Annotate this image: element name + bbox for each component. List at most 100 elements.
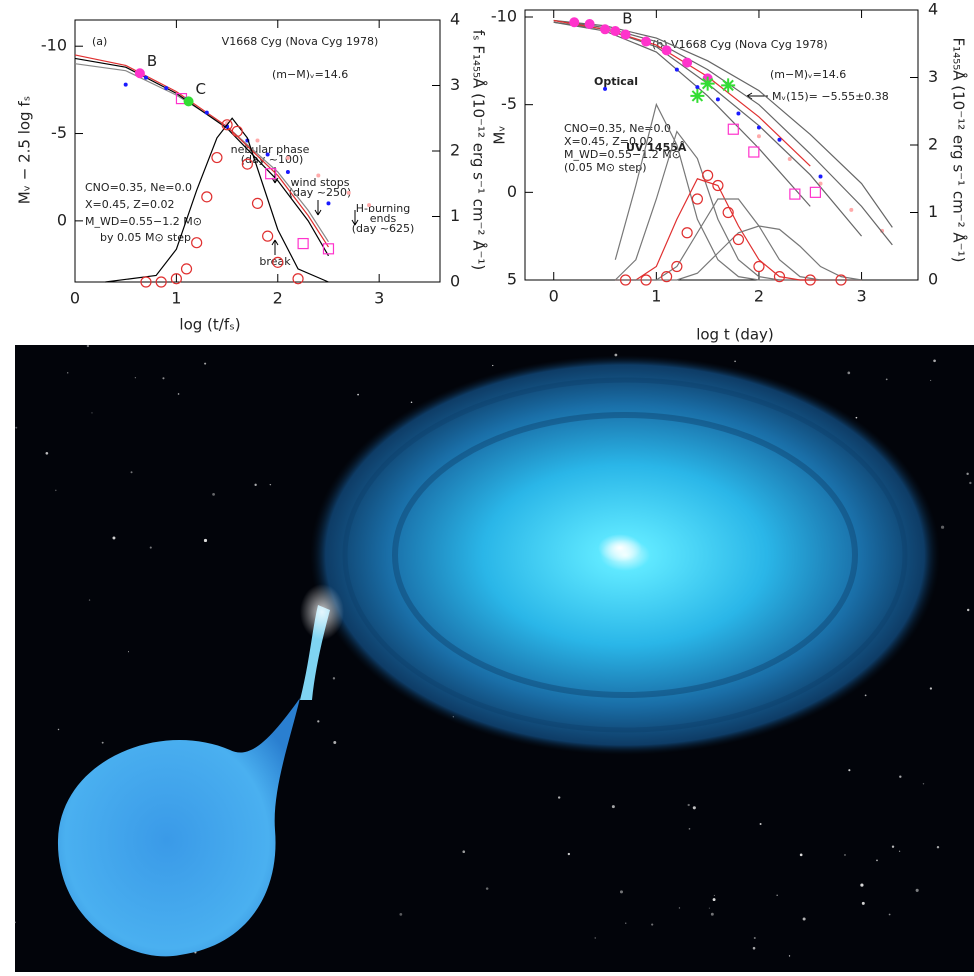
star-dot: [333, 741, 337, 744]
star-dot: [15, 426, 18, 429]
annotation: M_WD=0.55−1.2 M⊙: [564, 148, 681, 161]
annotation: Optical: [594, 75, 638, 88]
star-dot: [861, 901, 865, 905]
star-dot: [619, 890, 623, 894]
y2-axis-label: F₁₄₅₅Å (10⁻¹² erg s⁻¹ cm⁻² Å⁻¹): [950, 38, 969, 263]
data-dot: [204, 110, 209, 115]
y2-tick-label: 3: [450, 75, 460, 94]
artist-illustration: [14, 344, 974, 972]
data-square: [265, 168, 277, 180]
y2-tick-label: 2: [928, 135, 938, 154]
star-dot: [128, 651, 130, 653]
star-dot: [776, 894, 778, 896]
star-dot: [966, 472, 969, 476]
star-dot: [134, 377, 136, 379]
data-circle: [671, 260, 683, 273]
y-tick-label: -5: [501, 94, 517, 113]
data-circle: [773, 271, 786, 283]
star-dot: [799, 853, 803, 857]
data-point: [610, 26, 621, 37]
x-tick-label: 3: [374, 289, 384, 308]
star-dot: [713, 894, 715, 896]
data-circle: [211, 151, 223, 164]
star-dot: [55, 489, 57, 492]
star-dot: [708, 907, 710, 909]
data-circle: [251, 197, 264, 209]
data-dot: [285, 169, 290, 174]
model-curve: [615, 225, 862, 281]
x-tick-label: 2: [754, 287, 764, 306]
star-dot: [752, 946, 756, 950]
model-curve: [105, 117, 329, 283]
data-dot: [756, 134, 761, 139]
y2-tick-label: 1: [450, 206, 460, 225]
star-dot: [269, 483, 272, 486]
donor-star: [57, 698, 300, 957]
data-circle: [691, 193, 703, 205]
data-dot: [777, 137, 782, 142]
x-tick-label: 2: [273, 289, 283, 308]
annotation: (m−M)ᵥ=14.6: [770, 68, 846, 81]
hot-spot: [300, 584, 344, 640]
model-curve: [553, 21, 811, 207]
star-dot: [844, 854, 846, 856]
star-dot: [357, 393, 359, 396]
data-dot: [787, 157, 792, 162]
data-dot: [143, 75, 148, 80]
star-dot: [112, 536, 116, 540]
data-point: [661, 45, 672, 56]
disk-ring: [392, 412, 858, 698]
annotation: Mᵥ(15)= −5.55±0.38: [772, 90, 889, 103]
annotation: X=0.45, Z=0.02: [85, 198, 174, 211]
star-dot: [687, 803, 690, 807]
data-square: [809, 186, 821, 198]
data-point: [600, 24, 611, 35]
white-dwarf-glow: [598, 534, 642, 562]
data-dot: [756, 125, 761, 130]
data-square: [727, 123, 739, 135]
data-circle: [262, 230, 274, 242]
star-dot: [788, 955, 791, 957]
data-dot: [285, 155, 290, 160]
annotation: wind stops: [291, 176, 350, 189]
annotation: V1668 Cyg (Nova Cyg 1978): [222, 35, 379, 48]
data-circle: [640, 274, 652, 286]
annotation: CNO=0.35, Ne=0.0: [85, 181, 192, 194]
star-dot: [847, 371, 851, 375]
star-dot: [317, 720, 320, 723]
star-dot: [177, 393, 180, 395]
star-dot: [876, 859, 878, 862]
star-dot: [14, 921, 16, 924]
star-dot: [651, 923, 654, 926]
x-axis-label: log (t/fₛ): [179, 316, 240, 334]
arrow-head: [314, 209, 322, 216]
data-square: [748, 146, 760, 158]
arrow-head: [351, 219, 359, 226]
model-curve: [553, 19, 811, 167]
annotation: CNO=0.35, Ne=0.0: [564, 122, 671, 135]
data-dot: [674, 67, 679, 72]
annotation: UV 1455Å: [626, 141, 687, 154]
star-dot: [753, 936, 756, 940]
chart-panel: 0 1 2 3 -10 -5 0 5 0 1 2 3 4 log t (day) Mᵥ F₁₄₅₅Å (10⁻…: [491, 0, 969, 344]
annotation: (b) V1668 Cyg (Nova Cyg 1978): [652, 38, 828, 51]
star-dot: [557, 796, 561, 799]
star-dot: [966, 608, 970, 612]
model-curve: [615, 178, 862, 281]
data-circle: [140, 276, 152, 288]
data-circle: [170, 273, 182, 285]
star-dot: [611, 805, 615, 809]
arrow-head: [271, 239, 279, 246]
chart-panel: 0 1 2 3 -10 -5 0 0 1 2 3 4 log (t/fₛ) Mᵥ − 2.5 log fₛ…: [16, 10, 489, 334]
star-dot: [969, 481, 972, 485]
data-dot: [849, 207, 854, 212]
x-tick-label: 1: [651, 287, 661, 306]
star-dot: [332, 677, 336, 680]
annotation: (0.05 M⊙ step): [564, 161, 647, 174]
star-dot: [57, 728, 60, 731]
data-circle: [804, 274, 816, 286]
star-dot: [130, 471, 133, 474]
data-circle: [221, 119, 233, 131]
data-circle: [661, 271, 673, 283]
data-circle: [732, 233, 745, 246]
